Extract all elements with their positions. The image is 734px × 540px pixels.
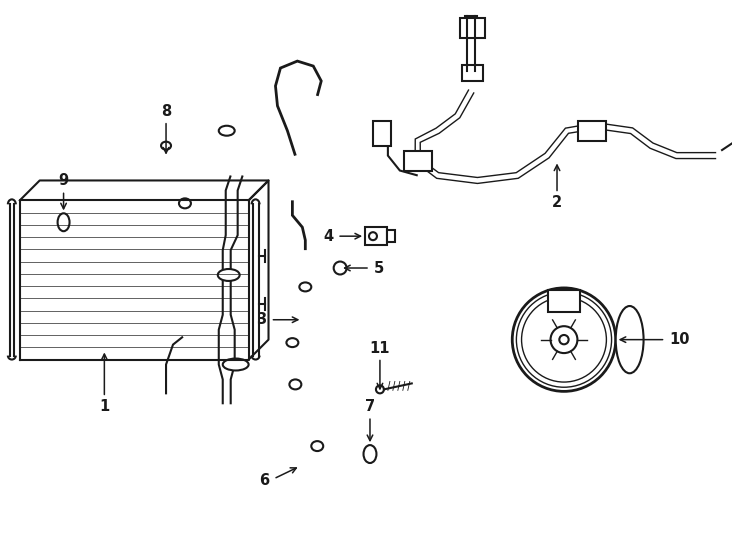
Ellipse shape [222, 359, 249, 370]
Text: 11: 11 [370, 341, 390, 355]
Ellipse shape [311, 441, 323, 451]
Bar [404, 151, 432, 171]
Text: 8: 8 [161, 104, 171, 119]
Ellipse shape [376, 386, 384, 393]
Ellipse shape [616, 306, 644, 373]
Text: 10: 10 [669, 332, 690, 347]
Ellipse shape [512, 288, 616, 392]
Ellipse shape [57, 213, 70, 231]
Bar [462, 65, 484, 81]
Ellipse shape [369, 232, 377, 240]
Ellipse shape [218, 269, 240, 281]
Text: 2: 2 [552, 195, 562, 211]
Bar [387, 230, 395, 242]
Ellipse shape [334, 261, 346, 274]
Text: 1: 1 [99, 400, 109, 414]
Text: 5: 5 [374, 260, 384, 275]
Text: 4: 4 [323, 228, 333, 244]
Ellipse shape [550, 326, 578, 353]
Ellipse shape [286, 338, 298, 347]
Text: 6: 6 [259, 474, 269, 488]
Bar [578, 121, 606, 140]
Bar [548, 290, 580, 312]
Ellipse shape [219, 126, 235, 136]
Bar [373, 121, 391, 146]
Ellipse shape [559, 335, 569, 345]
Text: 7: 7 [365, 399, 375, 414]
Ellipse shape [299, 282, 311, 292]
Ellipse shape [363, 445, 377, 463]
Text: 9: 9 [59, 173, 69, 188]
Bar [365, 227, 387, 245]
Ellipse shape [161, 141, 171, 150]
Text: 3: 3 [256, 312, 266, 327]
Ellipse shape [289, 380, 302, 389]
Ellipse shape [179, 198, 191, 208]
Bar [459, 18, 485, 38]
